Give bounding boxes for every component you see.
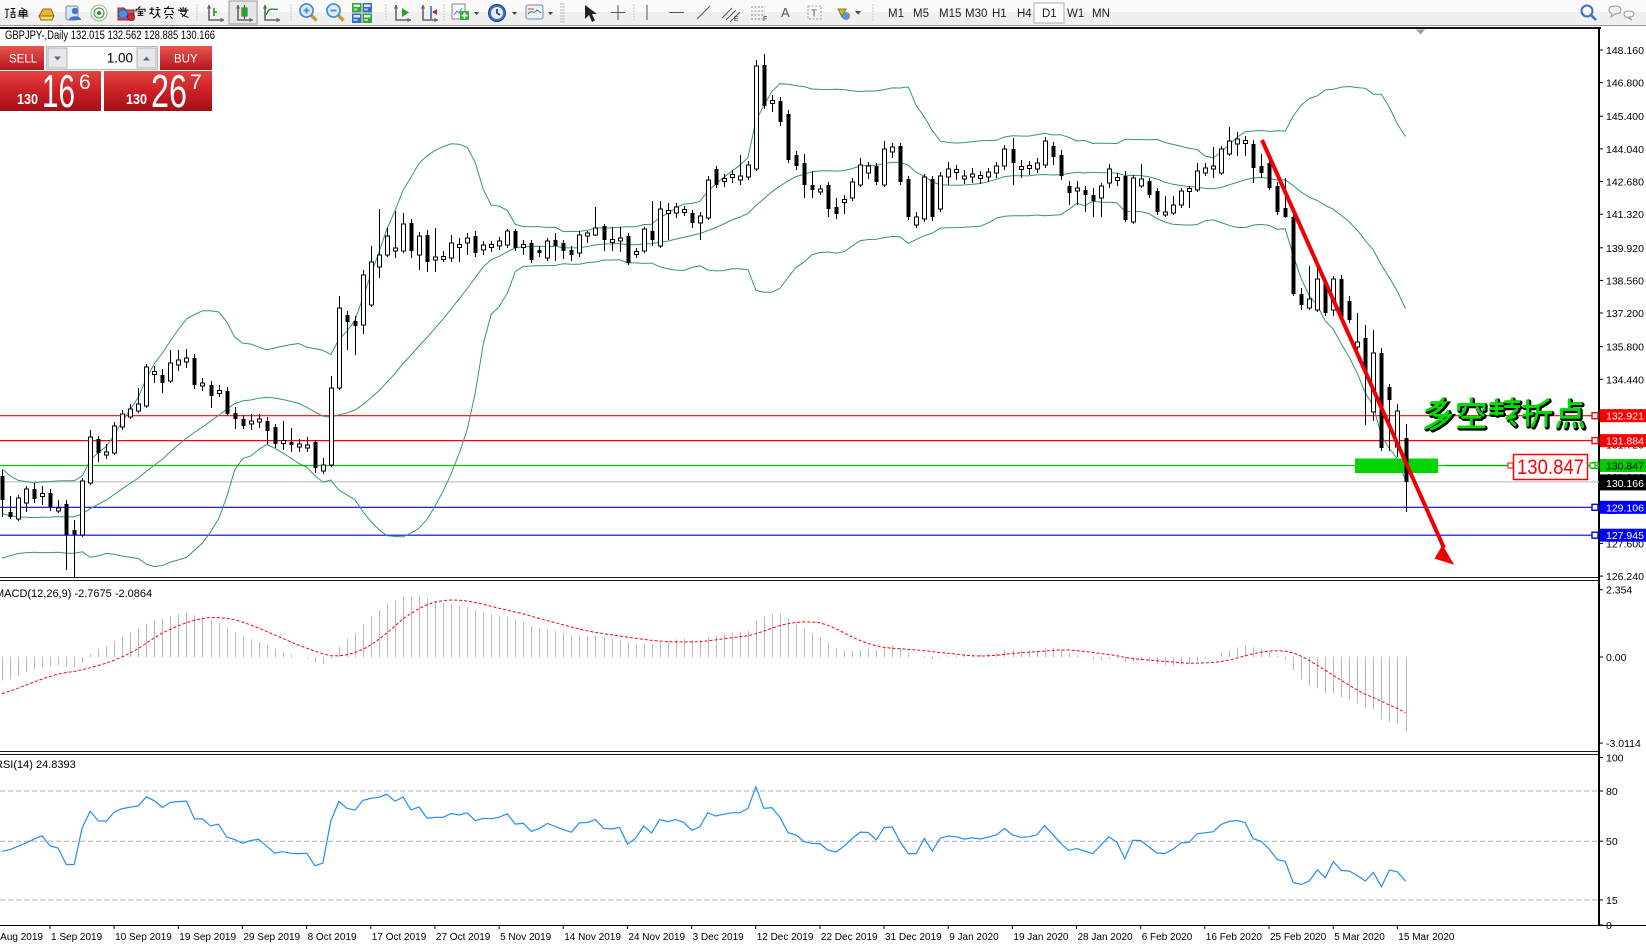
svg-text:19 Jan 2020: 19 Jan 2020 bbox=[1013, 932, 1068, 943]
svg-text:-3.0114: -3.0114 bbox=[1606, 738, 1641, 750]
svg-text:M1: M1 bbox=[888, 8, 904, 20]
svg-text:132.921: 132.921 bbox=[1606, 411, 1644, 423]
svg-text:6: 6 bbox=[79, 71, 91, 94]
svg-text:0: 0 bbox=[1606, 920, 1612, 932]
svg-text:5 Mar 2020: 5 Mar 2020 bbox=[1334, 932, 1385, 943]
svg-text:142.680: 142.680 bbox=[1606, 177, 1644, 189]
svg-text:130.166: 130.166 bbox=[1606, 478, 1644, 490]
svg-text:H4: H4 bbox=[1017, 8, 1032, 20]
svg-text:50: 50 bbox=[1606, 836, 1618, 848]
svg-text:19 Sep 2019: 19 Sep 2019 bbox=[179, 932, 236, 943]
svg-text:130: 130 bbox=[126, 91, 147, 108]
svg-text:15: 15 bbox=[1606, 895, 1618, 907]
svg-text:17 Oct 2019: 17 Oct 2019 bbox=[372, 932, 427, 943]
svg-text:22 Dec 2019: 22 Dec 2019 bbox=[821, 932, 878, 943]
svg-text:24 Nov 2019: 24 Nov 2019 bbox=[628, 932, 685, 943]
svg-text:27 Oct 2019: 27 Oct 2019 bbox=[436, 932, 491, 943]
svg-text:2.354: 2.354 bbox=[1606, 585, 1632, 597]
svg-text:7: 7 bbox=[190, 71, 202, 94]
svg-text:3 Dec 2019: 3 Dec 2019 bbox=[693, 932, 745, 943]
svg-text:BUY: BUY bbox=[174, 54, 198, 66]
svg-text:RSI(14) 24.8393: RSI(14) 24.8393 bbox=[0, 759, 76, 771]
svg-text:5 Nov 2019: 5 Nov 2019 bbox=[500, 932, 552, 943]
svg-text:M15: M15 bbox=[939, 8, 961, 20]
svg-text:130.847: 130.847 bbox=[1606, 461, 1644, 473]
svg-text:146.800: 146.800 bbox=[1606, 78, 1644, 90]
svg-text:GBPJPY-,Daily 132.015 132.562: GBPJPY-,Daily 132.015 132.562 128.885 13… bbox=[5, 30, 215, 42]
svg-text:SELL: SELL bbox=[9, 54, 38, 66]
svg-text:M30: M30 bbox=[965, 8, 987, 20]
svg-text:145.400: 145.400 bbox=[1606, 111, 1644, 123]
svg-text:138.560: 138.560 bbox=[1606, 275, 1644, 287]
svg-text:28 Jan 2020: 28 Jan 2020 bbox=[1078, 932, 1133, 943]
svg-text:F: F bbox=[763, 16, 767, 23]
svg-text:29 Sep 2019: 29 Sep 2019 bbox=[243, 932, 300, 943]
svg-text:130.847: 130.847 bbox=[1517, 456, 1584, 479]
svg-text:31 Dec 2019: 31 Dec 2019 bbox=[885, 932, 942, 943]
svg-text:15 Mar 2020: 15 Mar 2020 bbox=[1398, 932, 1455, 943]
svg-text:14 Nov 2019: 14 Nov 2019 bbox=[564, 932, 621, 943]
svg-text:T: T bbox=[811, 9, 817, 20]
svg-text:26: 26 bbox=[151, 65, 187, 117]
svg-text:12 Dec 2019: 12 Dec 2019 bbox=[757, 932, 814, 943]
svg-text:127.945: 127.945 bbox=[1606, 530, 1644, 542]
svg-text:0.00: 0.00 bbox=[1606, 652, 1627, 664]
svg-text:129.106: 129.106 bbox=[1606, 502, 1644, 514]
svg-text:E: E bbox=[734, 16, 739, 23]
svg-text:MACD(12,26,9) -2.7675 -2.0864: MACD(12,26,9) -2.7675 -2.0864 bbox=[0, 588, 152, 600]
svg-text:MN: MN bbox=[1092, 8, 1110, 20]
svg-text:6 Feb 2020: 6 Feb 2020 bbox=[1142, 932, 1193, 943]
svg-text:16 Feb 2020: 16 Feb 2020 bbox=[1206, 932, 1263, 943]
svg-text:W1: W1 bbox=[1067, 8, 1084, 20]
svg-text:144.040: 144.040 bbox=[1606, 144, 1644, 156]
svg-text:23 Aug 2019: 23 Aug 2019 bbox=[0, 932, 43, 943]
svg-text:A: A bbox=[781, 5, 790, 20]
svg-text:16: 16 bbox=[42, 65, 75, 117]
svg-text:100: 100 bbox=[1606, 753, 1624, 765]
svg-text:134.440: 134.440 bbox=[1606, 374, 1644, 386]
svg-text:8 Oct 2019: 8 Oct 2019 bbox=[308, 932, 357, 943]
svg-text:126.240: 126.240 bbox=[1606, 571, 1644, 583]
svg-text:25 Feb 2020: 25 Feb 2020 bbox=[1270, 932, 1327, 943]
svg-text:1.00: 1.00 bbox=[107, 51, 133, 66]
svg-text:139.920: 139.920 bbox=[1606, 243, 1644, 255]
svg-text:1 Sep 2019: 1 Sep 2019 bbox=[51, 932, 103, 943]
svg-text:141.320: 141.320 bbox=[1606, 209, 1644, 221]
svg-text:137.200: 137.200 bbox=[1606, 308, 1644, 320]
svg-text:H1: H1 bbox=[992, 8, 1007, 20]
svg-text:M5: M5 bbox=[913, 8, 929, 20]
svg-text:148.160: 148.160 bbox=[1606, 45, 1644, 57]
svg-text:D1: D1 bbox=[1042, 8, 1057, 20]
svg-text:135.800: 135.800 bbox=[1606, 342, 1644, 354]
svg-text:10 Sep 2019: 10 Sep 2019 bbox=[115, 932, 172, 943]
svg-text:80: 80 bbox=[1606, 786, 1618, 798]
svg-text:130: 130 bbox=[17, 91, 38, 108]
svg-text:9 Jan 2020: 9 Jan 2020 bbox=[949, 932, 999, 943]
svg-text:131.884: 131.884 bbox=[1606, 436, 1644, 448]
